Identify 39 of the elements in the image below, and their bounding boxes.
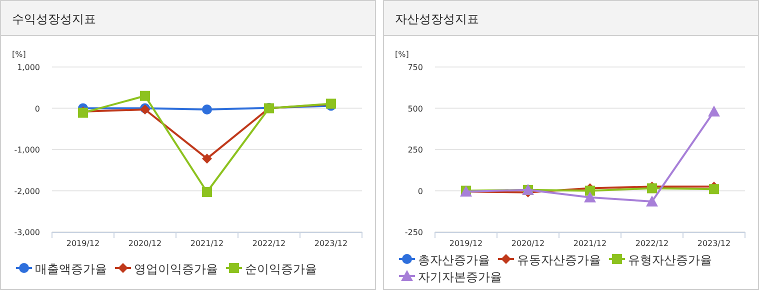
legend-label: 유동자산증가율 (517, 253, 601, 267)
y-tick-label: 1,000 (17, 63, 40, 72)
x-tick-label: 2019/12 (449, 239, 483, 248)
chart-title: 수익성장성지표 (12, 12, 96, 26)
x-tick-label: 2023/12 (697, 239, 731, 248)
point (202, 154, 212, 164)
legend-label: 순이익증가율 (245, 262, 317, 276)
x-tick-label: 2021/12 (573, 239, 607, 248)
point (584, 191, 596, 202)
y-tick-label: 750 (408, 63, 423, 72)
legend-label: 총자산증가율 (418, 253, 490, 267)
y-tick-label: 250 (408, 146, 423, 154)
legend-label: 매출액증가율 (35, 262, 107, 276)
x-tick-label: 2020/12 (511, 239, 545, 248)
y-axis-title: [%] (12, 50, 26, 59)
y-tick-label: -250 (404, 228, 423, 237)
y-axis-title: [%] (395, 50, 409, 59)
y-tick-label: 0 (34, 104, 40, 114)
y-tick-label: 500 (408, 104, 423, 114)
x-tick-label: 2023/12 (314, 239, 348, 248)
point (202, 104, 212, 114)
point (140, 90, 150, 101)
x-tick-label: 2020/12 (128, 239, 162, 248)
y-tick-label: -1,000 (14, 146, 40, 154)
x-tick-label: 2022/12 (635, 239, 669, 248)
point (646, 195, 658, 206)
point (709, 184, 719, 194)
point (708, 106, 720, 117)
x-tick-label: 2022/12 (252, 239, 286, 248)
legend-label: 자기자본증가율 (418, 270, 502, 284)
y-tick-label: 0 (418, 186, 423, 196)
point (202, 186, 212, 197)
legend-label: 영업이익증가율 (134, 262, 218, 276)
x-tick-label: 2019/12 (66, 239, 100, 248)
y-tick-label: -2,000 (14, 186, 40, 196)
chart-title: 자산성장성지표 (395, 12, 479, 26)
legend-label: 유형자산증가율 (628, 253, 712, 267)
y-tick-label: -3,000 (14, 228, 40, 237)
x-tick-label: 2021/12 (190, 239, 224, 248)
